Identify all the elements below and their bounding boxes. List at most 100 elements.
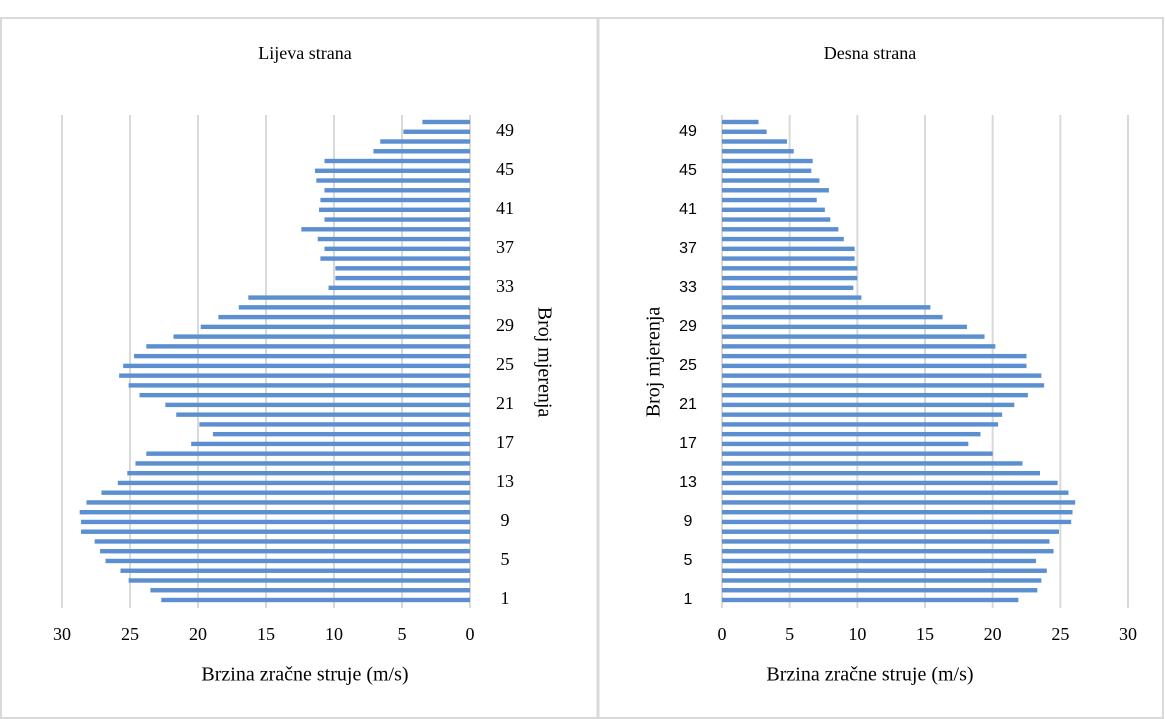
bar [380,139,470,144]
bar [722,168,812,173]
bar [722,568,1047,573]
bar [722,431,981,437]
bar [100,549,470,554]
bar [86,500,470,505]
y-tick-label: 9 [501,510,510,530]
bar [79,510,471,515]
bar [722,227,839,232]
y-tick-label: 45 [679,162,697,179]
y-tick-label: 21 [496,393,514,413]
bar [722,334,985,339]
chart-title: Desna strana [824,43,916,63]
bar [320,256,470,261]
bar [146,451,470,456]
bar [722,578,1042,583]
bar [335,266,470,271]
bar [722,149,794,154]
bar [320,197,470,203]
y-tick-label: 25 [496,354,514,374]
bar [212,431,470,437]
x-tick-label: 5 [398,624,407,644]
y-tick-label: 9 [684,513,693,530]
y-tick-label: 17 [496,432,514,452]
y-tick-label: 49 [496,120,514,140]
bar [722,256,855,261]
y-axis-title: Broj mjerenja [533,307,555,418]
x-tick-label: 30 [1119,624,1137,644]
bar [146,344,470,349]
bar [722,139,787,144]
bar [238,305,470,310]
bar [123,363,470,369]
y-tick-label: 49 [679,123,697,140]
bar [101,490,470,495]
bar [722,129,767,134]
bar [314,168,470,173]
bar [328,285,470,291]
bar [722,392,1028,398]
bar [127,470,470,476]
bar [139,392,470,398]
bar [120,568,470,573]
bar [722,373,1042,378]
x-tick-label: 30 [53,624,71,644]
bar [161,597,470,603]
bar [722,529,1059,534]
bar [722,412,1003,417]
bar [165,402,471,408]
bar [248,295,470,300]
y-tick-label: 37 [496,237,514,257]
bar [403,129,470,134]
y-tick-label: 25 [679,357,697,374]
bar [722,480,1058,486]
bar [722,451,993,456]
x-tick-label: 10 [848,624,866,644]
bar [722,178,820,183]
bar [722,344,996,349]
bar [722,519,1072,525]
x-tick-label: 20 [189,624,207,644]
bar [135,461,470,466]
bar [199,422,471,427]
bar [200,324,470,330]
y-tick-label: 45 [496,159,514,179]
bar [722,441,969,447]
bar [722,461,1023,466]
bar [173,334,470,339]
bar [324,188,470,193]
bar [722,363,1027,369]
bar [316,178,470,183]
bar [722,246,855,252]
bar [722,510,1073,515]
x-tick-label: 25 [1051,624,1069,644]
bar [722,197,817,203]
chart-title: Lijeva strana [258,43,351,63]
bar [722,383,1045,388]
bar [722,597,1019,603]
bar [722,158,813,164]
y-axis-title: Broj mjerenja [643,307,665,418]
bar [94,539,470,544]
bar [722,305,931,310]
x-tick-label: 10 [325,624,343,644]
x-tick-label: 5 [785,624,794,644]
x-tick-label: 25 [121,624,139,644]
y-tick-label: 29 [679,318,697,335]
bar [128,578,470,583]
bar [722,490,1069,495]
bar [422,119,470,125]
bar [335,275,470,281]
bar [119,373,471,378]
y-tick-label: 5 [501,549,510,569]
y-tick-label: 1 [684,591,693,608]
bar [324,158,470,164]
y-tick-label: 1 [501,588,510,608]
bar [722,236,844,242]
y-tick-label: 33 [496,276,514,296]
bar [176,412,471,417]
bar [134,353,470,359]
bar [301,227,470,232]
x-tick-label: 0 [466,624,475,644]
bar [81,519,470,525]
